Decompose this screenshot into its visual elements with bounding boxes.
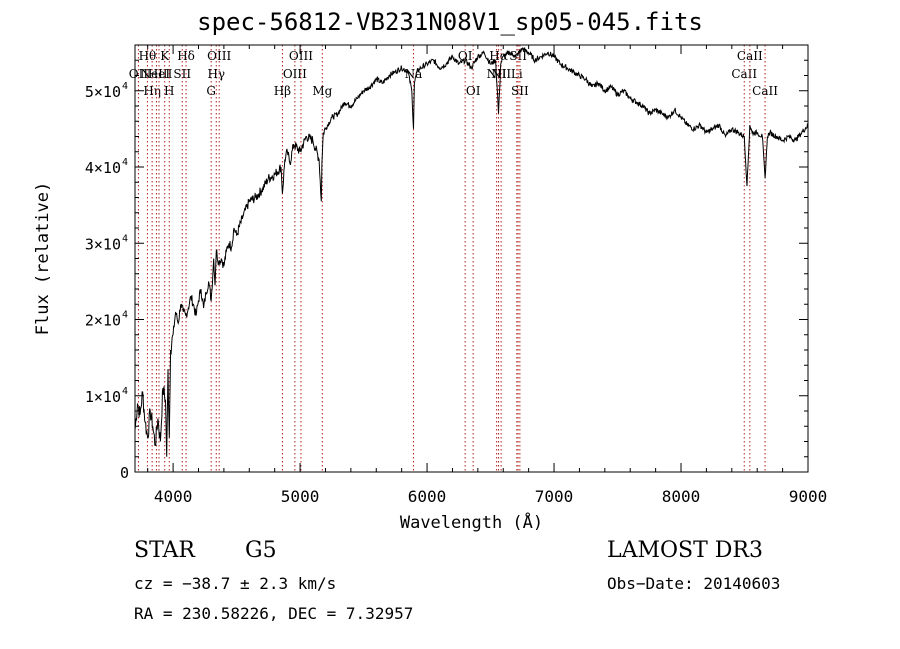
x-tick-label: 9000 [789,487,828,506]
y-tick-label: 4×10 [85,159,121,177]
x-axis-label: Wavelength (Å) [400,511,543,533]
y-tick-exponent: 4 [122,81,128,92]
x-tick-label: 6000 [408,487,447,506]
line-label: K [160,49,170,63]
line-label: OIII [283,67,307,81]
line-label: NII [491,67,511,81]
x-tick-label: 5000 [281,487,320,506]
line-label: CaII [752,84,778,98]
line-label: Hη [143,84,161,98]
line-label: OII [129,67,149,81]
y-tick-label: 5×10 [85,83,121,101]
line-label: SII [511,84,529,98]
line-label: CaII [731,67,757,81]
x-tick-label: 7000 [535,487,574,506]
line-label: Hθ [139,49,157,63]
spectrum-line [134,46,809,457]
x-tick-label: 4000 [154,487,193,506]
line-label: Hδ [177,49,195,63]
y-tick-exponent: 4 [122,386,128,397]
line-label: Li [511,67,523,81]
ra-dec: RA = 230.58226, DEC = 7.32957 [134,604,414,623]
x-tick-label: 8000 [662,487,701,506]
line-label: Mg [312,84,332,98]
line-label: HeI [148,67,171,81]
y-tick-label: 1×10 [85,388,121,406]
line-label: OI [466,84,481,98]
y-tick-label: 3×10 [85,235,121,253]
y-tick-label: 2×10 [85,312,121,330]
line-label: SII [173,67,191,81]
line-label: Hβ [274,84,291,98]
y-tick-exponent: 4 [122,310,128,321]
line-label: G [206,84,216,98]
plot-frame [134,44,809,473]
line-label: OI [458,49,473,63]
survey-label: LAMOST DR3 [607,538,763,563]
y-axis-label: Flux (relative) [33,182,53,336]
y-tick-exponent: 4 [122,233,128,244]
line-label: H [164,84,174,98]
line-label: OIII [207,49,231,63]
y-tick-exponent: 4 [122,157,128,168]
redshift-cz: cz = −38.7 ± 2.3 km/s [134,574,337,593]
obs-date: Obs−Date: 20140603 [607,574,781,593]
y-tick-label: 0 [120,464,129,482]
line-label: OIII [289,49,313,63]
chart-title: spec-56812-VB231N08V1_sp05-045.fits [197,8,703,36]
object-subclass: G5 [245,538,277,563]
object-class: STAR [134,538,195,563]
line-label: Hγ [207,67,225,81]
line-label: CaII [737,49,763,63]
